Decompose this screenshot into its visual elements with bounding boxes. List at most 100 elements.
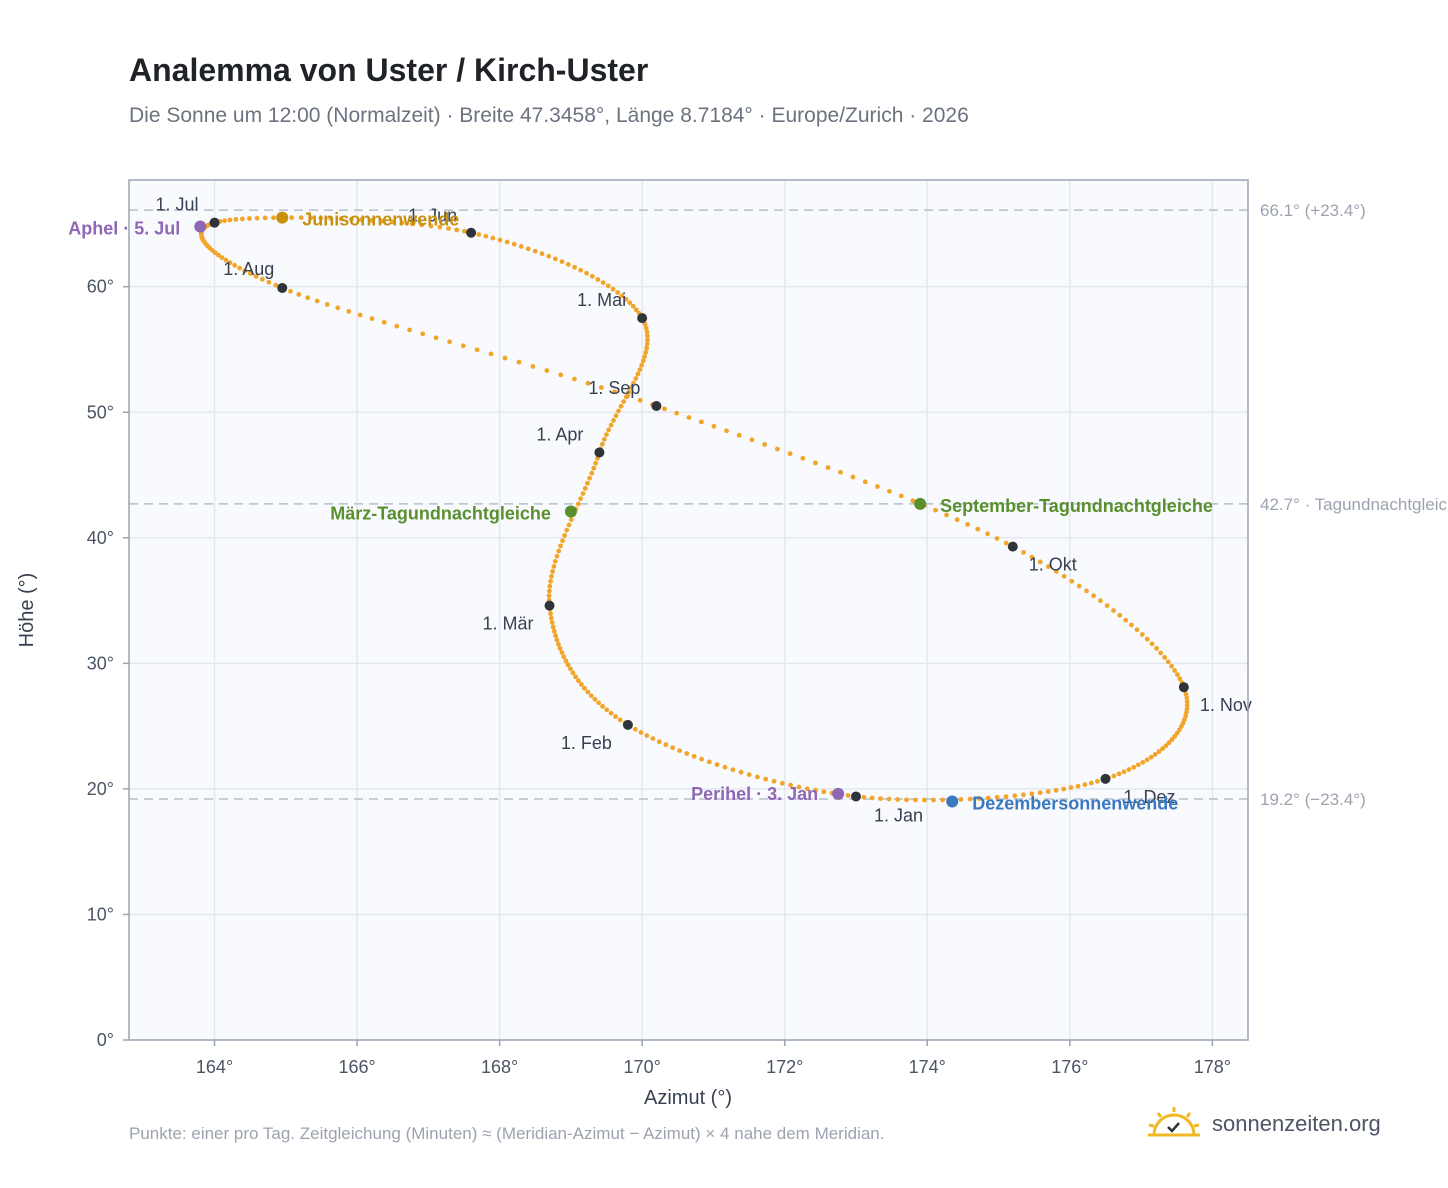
curve-day-point bbox=[627, 300, 633, 306]
curve-day-point bbox=[587, 475, 593, 481]
x-tick-label: 174° bbox=[909, 1057, 946, 1077]
curve-day-point bbox=[357, 312, 363, 318]
brand-link[interactable]: sonnenzeiten.org bbox=[1146, 1104, 1381, 1144]
curve-day-point bbox=[551, 564, 557, 569]
curve-day-point bbox=[556, 548, 562, 554]
month-point bbox=[209, 217, 220, 228]
curve-day-point bbox=[563, 658, 569, 664]
curve-day-point bbox=[474, 347, 480, 353]
curve-day-point bbox=[1091, 593, 1096, 599]
curve-day-point bbox=[1174, 672, 1180, 678]
curve-day-point bbox=[1163, 743, 1169, 749]
curve-day-point bbox=[346, 308, 352, 314]
curve-day-point bbox=[1184, 695, 1190, 701]
curve-day-point bbox=[447, 339, 452, 345]
curve-day-point bbox=[253, 274, 259, 279]
curve-day-point bbox=[755, 774, 760, 780]
curve-day-point bbox=[530, 363, 536, 369]
curve-day-point bbox=[546, 593, 552, 599]
curve-day-point bbox=[589, 273, 595, 279]
curve-day-point bbox=[862, 479, 868, 485]
curve-day-point bbox=[314, 298, 320, 304]
brand-name: sonnenzeiten.org bbox=[1212, 1111, 1381, 1136]
curve-day-point bbox=[273, 282, 279, 288]
curve-day-point bbox=[568, 666, 573, 672]
month-point bbox=[850, 791, 861, 802]
curve-day-point bbox=[553, 256, 558, 262]
curve-day-point bbox=[585, 689, 591, 695]
event-label: März-Tagundnachtgleiche bbox=[330, 503, 551, 523]
curve-day-point bbox=[869, 795, 875, 801]
curve-day-point bbox=[305, 295, 311, 301]
x-tick-label: 172° bbox=[766, 1057, 803, 1077]
curve-day-point bbox=[502, 355, 508, 361]
curve-day-point bbox=[561, 654, 567, 660]
curve-day-point bbox=[895, 797, 901, 802]
curve-day-point bbox=[227, 217, 233, 223]
curve-day-point bbox=[736, 432, 742, 438]
event-label: Aphel · 5. Jul bbox=[68, 218, 180, 238]
curve-day-point bbox=[504, 239, 510, 245]
curve-day-point bbox=[706, 759, 712, 765]
curve-day-point bbox=[589, 470, 595, 476]
curve-day-point bbox=[674, 410, 680, 416]
curve-day-point bbox=[578, 682, 584, 687]
curve-day-point bbox=[324, 301, 330, 307]
curve-day-point bbox=[644, 345, 650, 351]
curve-day-point bbox=[237, 265, 242, 271]
month-point bbox=[637, 313, 648, 324]
curve-day-point bbox=[548, 615, 554, 621]
curve-day-point bbox=[1095, 778, 1100, 784]
curve-day-point bbox=[564, 527, 570, 533]
curve-day-point bbox=[516, 359, 522, 365]
curve-day-point bbox=[1029, 791, 1035, 797]
curve-day-point bbox=[623, 296, 629, 302]
curve-day-point bbox=[239, 216, 245, 222]
curve-day-point bbox=[454, 227, 460, 233]
curve-day-point bbox=[389, 219, 395, 225]
curve-day-point bbox=[1172, 733, 1178, 739]
curve-day-point bbox=[546, 588, 552, 594]
curve-day-point bbox=[546, 253, 552, 259]
curve-day-point bbox=[381, 319, 387, 325]
curve-day-point bbox=[1098, 598, 1103, 604]
curve-day-point bbox=[568, 517, 574, 523]
curve-day-point bbox=[585, 480, 590, 486]
curve-day-point bbox=[1076, 583, 1082, 589]
curve-day-point bbox=[642, 354, 648, 359]
curve-day-point bbox=[637, 397, 643, 403]
curve-day-point bbox=[605, 283, 611, 289]
curve-day-point bbox=[247, 271, 253, 276]
curve-day-point bbox=[746, 772, 752, 777]
curve-day-point bbox=[699, 756, 705, 762]
curve-day-point bbox=[714, 762, 720, 767]
curve-day-point bbox=[613, 413, 619, 419]
curve-day-point bbox=[1169, 737, 1175, 742]
curve-day-point bbox=[933, 507, 938, 513]
curve-day-point bbox=[578, 267, 584, 273]
curve-day-point bbox=[1069, 578, 1075, 584]
curve-day-point bbox=[1135, 762, 1141, 768]
curve-day-point bbox=[749, 437, 755, 443]
curve-day-point bbox=[219, 255, 225, 260]
curve-day-point bbox=[394, 323, 400, 329]
month-label: 1. Dez bbox=[1123, 787, 1175, 807]
curve-day-point bbox=[573, 674, 578, 680]
curve-day-point bbox=[560, 538, 565, 544]
curve-day-point bbox=[242, 268, 248, 274]
curve-day-point bbox=[554, 553, 560, 559]
curve-day-point bbox=[593, 460, 599, 466]
curve-day-point bbox=[1053, 569, 1059, 574]
curve-day-point bbox=[630, 303, 636, 309]
curve-day-point bbox=[566, 522, 572, 528]
curve-day-point bbox=[578, 496, 584, 502]
curve-day-point bbox=[1075, 783, 1081, 789]
month-point bbox=[1007, 541, 1018, 552]
curve-day-point bbox=[724, 428, 729, 434]
month-label: 1. Jul bbox=[155, 195, 198, 215]
curve-day-point bbox=[1172, 668, 1178, 673]
curve-day-point bbox=[954, 517, 960, 523]
curve-day-point bbox=[684, 751, 690, 756]
curve-day-point bbox=[446, 226, 451, 231]
curve-day-point bbox=[1148, 754, 1154, 760]
